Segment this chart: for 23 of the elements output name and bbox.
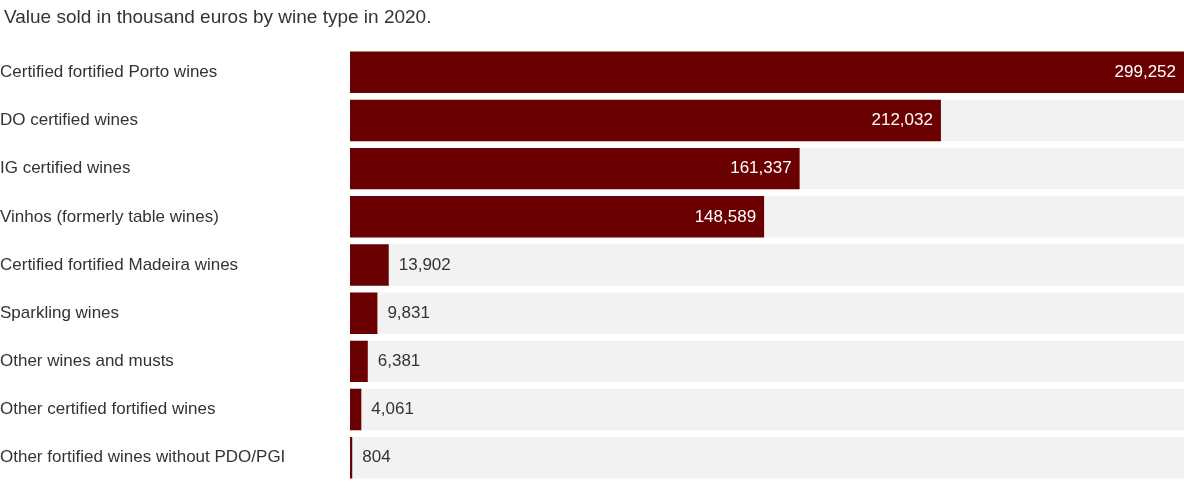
data-label: 299,252	[1114, 61, 1176, 81]
bar	[350, 388, 362, 431]
chart-title: Value sold in thousand euros by wine type in 2020.	[3, 5, 433, 29]
data-label: 804	[362, 447, 391, 467]
y-tick-label: Other certified fortified wines	[0, 399, 216, 419]
bar	[350, 340, 368, 383]
y-tick-label: Certified fortified Madeira wines	[0, 254, 239, 274]
bar	[350, 292, 378, 334]
y-tick-label: Vinhos (formerly table wines)	[0, 206, 219, 226]
data-label: 13,902	[398, 254, 451, 274]
y-tick-label: IG certified wines	[0, 158, 131, 178]
data-label: 9,831	[387, 302, 430, 322]
y-tick-label: DO certified wines	[0, 110, 138, 130]
y-tick-label: Certified fortified Porto wines	[0, 61, 218, 81]
bar	[350, 244, 389, 286]
data-label: 148,589	[694, 206, 757, 226]
y-tick-label: Other wines and musts	[0, 351, 174, 371]
y-tick-label: Other fortified wines without PDO/PGI	[0, 447, 286, 467]
data-label: 4,061	[371, 399, 414, 419]
data-label: 161,337	[730, 158, 792, 178]
data-label: 212,032	[871, 110, 933, 130]
y-tick-label: Sparkling wines	[0, 302, 120, 322]
data-label: 6,381	[377, 351, 421, 371]
